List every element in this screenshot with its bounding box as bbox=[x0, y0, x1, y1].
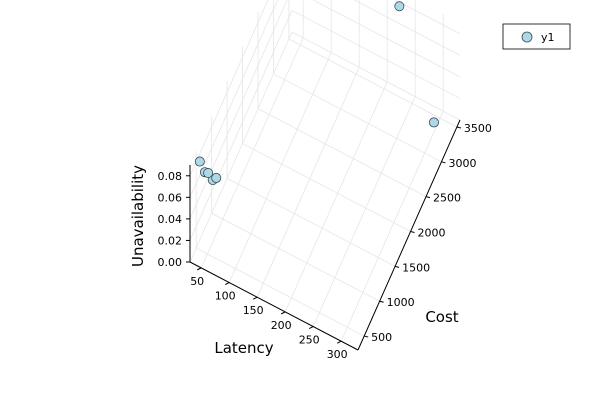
x-axis-tick bbox=[280, 311, 286, 315]
y-tick-label: 2500 bbox=[433, 192, 461, 205]
y-axis-tick bbox=[364, 335, 369, 338]
y-axis-tick bbox=[410, 231, 415, 234]
data-point bbox=[194, 156, 205, 167]
z-tick-label: 0.04 bbox=[158, 213, 183, 226]
z-axis-label: Unavailability bbox=[129, 165, 147, 267]
axis-layer: 50 100 150 200 250 300 500 1000 1500 2000 2500 3000… bbox=[158, 119, 492, 361]
y-axis-tick bbox=[394, 265, 400, 268]
floor-gridline-y bbox=[273, 73, 442, 163]
backwall-gridline-z bbox=[312, 0, 461, 78]
x-axis-tick bbox=[196, 267, 202, 271]
legend-label: y1 bbox=[541, 31, 555, 44]
floor-gridline-y bbox=[242, 143, 411, 232]
floor-gridline-x bbox=[256, 67, 360, 298]
data-points bbox=[194, 1, 439, 186]
floor-gridline-x bbox=[340, 111, 444, 342]
y-tick-label: 1500 bbox=[402, 261, 430, 274]
sidewall-gridline-z bbox=[189, 10, 293, 241]
y-axis-line bbox=[357, 119, 461, 351]
y-tick-label: 2000 bbox=[418, 227, 446, 240]
floor-gridline-x bbox=[312, 96, 416, 327]
x-axis-label: Latency bbox=[214, 339, 273, 357]
legend-box bbox=[502, 23, 571, 50]
x-axis-line bbox=[189, 261, 359, 351]
legend: y1 bbox=[502, 23, 571, 50]
floor-gridline-y bbox=[226, 178, 396, 267]
backwall-gridline-z bbox=[291, 31, 461, 121]
x-axis-tick bbox=[308, 326, 314, 329]
x-tick-label: 250 bbox=[299, 334, 320, 347]
grid-layer bbox=[189, 0, 461, 342]
y-tick-label: 1000 bbox=[387, 296, 415, 309]
z-tick-label: 0.08 bbox=[158, 170, 183, 183]
backwall-gridline-z bbox=[291, 10, 461, 99]
x-tick-label: 100 bbox=[215, 290, 236, 303]
y-axis-label: Cost bbox=[425, 308, 458, 326]
floor-gridline-y bbox=[211, 212, 380, 302]
y-axis-tick bbox=[456, 126, 462, 129]
z-tick-label: 0.06 bbox=[158, 191, 183, 204]
y-axis-tick bbox=[441, 161, 446, 164]
z-tick-label: 0.00 bbox=[158, 256, 183, 269]
x-axis-tick bbox=[224, 282, 230, 285]
legend-marker bbox=[521, 31, 533, 43]
backwall-gridline-z bbox=[394, 0, 461, 35]
sidewall-gridline-z bbox=[189, 0, 278, 198]
sidewall-gridline-z bbox=[189, 0, 288, 220]
y-tick-label: 500 bbox=[371, 331, 392, 344]
x-tick-label: 50 bbox=[190, 275, 204, 288]
floor-gridline-x bbox=[284, 81, 388, 313]
x-axis-tick bbox=[252, 296, 258, 300]
x-tick-label: 200 bbox=[271, 319, 292, 332]
data-point bbox=[428, 117, 439, 128]
floor-gridline-y bbox=[288, 38, 458, 128]
x-axis-tick bbox=[336, 340, 342, 344]
floor-gridline-x bbox=[228, 52, 332, 283]
y-axis-tick bbox=[425, 196, 431, 199]
sidewall-gridline-z bbox=[189, 31, 293, 263]
backwall-gridline-z bbox=[353, 0, 461, 56]
floor-gridline-y bbox=[257, 108, 427, 198]
z-tick-label: 0.02 bbox=[158, 234, 183, 247]
y-tick-label: 3000 bbox=[448, 157, 476, 170]
sidewall-gridline-z bbox=[189, 0, 269, 176]
x-tick-label: 300 bbox=[327, 348, 348, 361]
data-point bbox=[211, 172, 222, 183]
data-point bbox=[394, 1, 405, 12]
x-tick-label: 150 bbox=[243, 304, 264, 317]
y-tick-label: 3500 bbox=[464, 122, 492, 135]
y-axis-tick bbox=[379, 300, 384, 303]
floor-gridline-y bbox=[195, 247, 365, 337]
data-point bbox=[203, 168, 214, 179]
floor-gridline-x bbox=[200, 37, 304, 269]
